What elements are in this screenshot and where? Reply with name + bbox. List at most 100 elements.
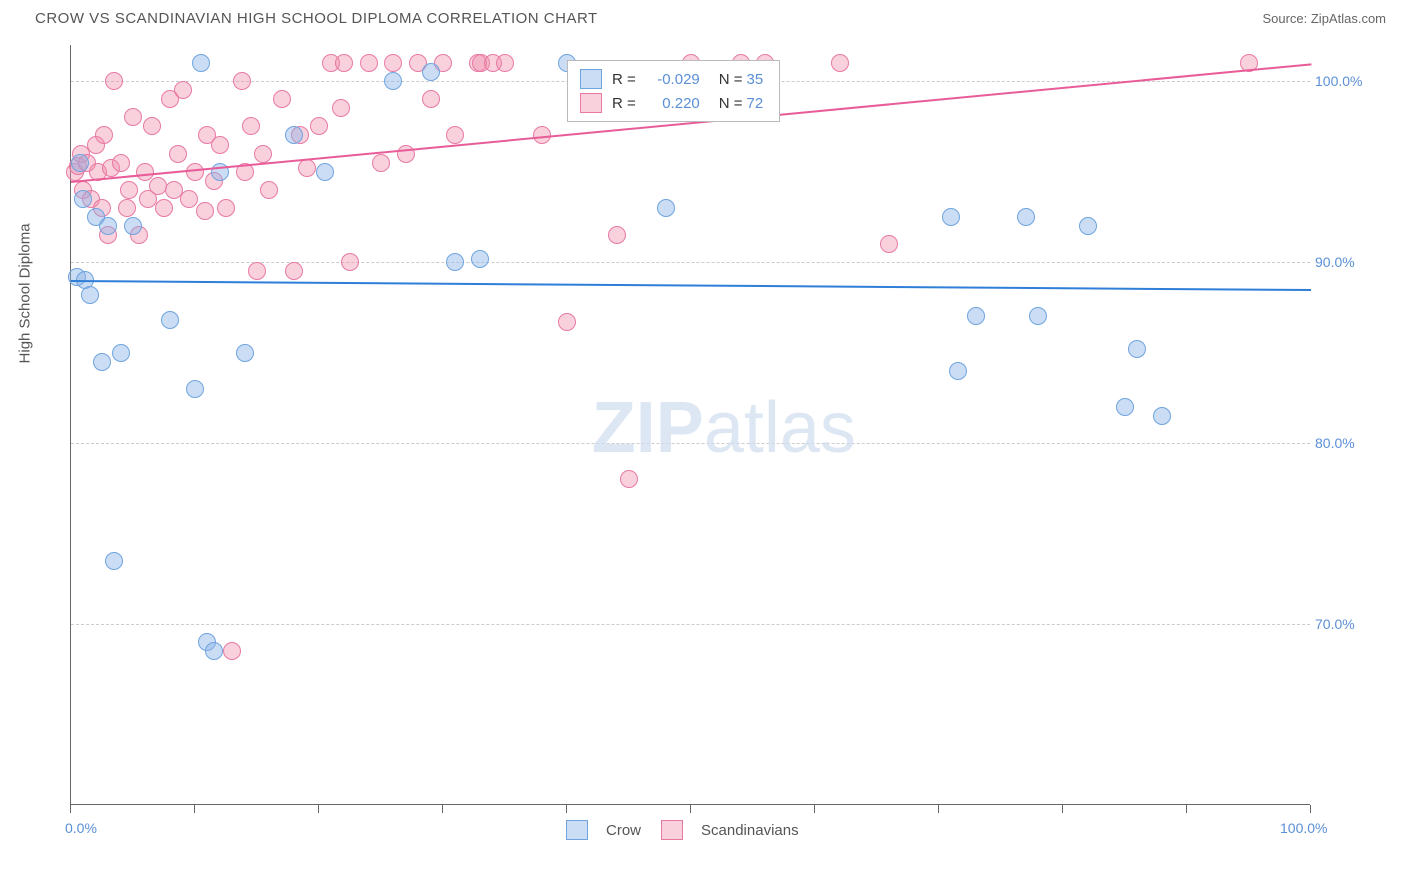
legend-r-value: -0.029 <box>640 71 700 88</box>
scatter-point <box>169 145 187 163</box>
xtick-mark <box>1062 805 1063 813</box>
trendline <box>71 280 1311 291</box>
scatter-point <box>384 72 402 90</box>
ytick-label: 80.0% <box>1315 435 1355 451</box>
scatter-point <box>180 190 198 208</box>
scatter-point <box>471 250 489 268</box>
legend-n-label: N = <box>719 95 743 112</box>
xtick-mark <box>1310 805 1311 813</box>
scatter-point <box>71 154 89 172</box>
scatter-point <box>1017 208 1035 226</box>
scatter-point <box>93 353 111 371</box>
legend-label: Crow <box>606 822 641 839</box>
scatter-point <box>118 199 136 217</box>
scatter-point <box>496 54 514 72</box>
scatter-point <box>248 262 266 280</box>
xtick-mark <box>1186 805 1187 813</box>
scatter-point <box>99 217 117 235</box>
scatter-point <box>112 154 130 172</box>
legend-r-label: R = <box>612 71 636 88</box>
series-legend: Crow Scandinavians <box>566 820 799 840</box>
legend-label: Scandinavians <box>701 822 799 839</box>
scatter-point <box>273 90 291 108</box>
scatter-point <box>192 54 210 72</box>
scatter-point <box>831 54 849 72</box>
xtick-mark <box>318 805 319 813</box>
legend-n-value: 72 <box>747 95 764 112</box>
scatter-point <box>285 262 303 280</box>
scatter-point <box>335 54 353 72</box>
scatter-point <box>74 190 92 208</box>
chart-container: High School Diploma ZIPatlasR =-0.029N =… <box>35 45 1385 835</box>
scatter-point <box>372 154 390 172</box>
scatter-point <box>949 362 967 380</box>
legend-n-value: 35 <box>747 71 764 88</box>
scatter-point <box>205 642 223 660</box>
watermark: ZIPatlas <box>592 387 856 469</box>
ytick-label: 100.0% <box>1315 73 1362 89</box>
scatter-point <box>360 54 378 72</box>
scatter-point <box>196 202 214 220</box>
xtick-mark <box>566 805 567 813</box>
scatter-point <box>186 380 204 398</box>
gridline-h <box>71 624 1310 625</box>
scatter-point <box>397 145 415 163</box>
ytick-label: 70.0% <box>1315 616 1355 632</box>
legend-swatch <box>580 93 602 113</box>
scatter-point <box>880 235 898 253</box>
scatter-point <box>1153 407 1171 425</box>
scatter-point <box>341 253 359 271</box>
xtick-mark <box>690 805 691 813</box>
scatter-point <box>155 199 173 217</box>
legend-item: Scandinavians <box>661 820 799 840</box>
xtick-mark <box>814 805 815 813</box>
xtick-mark <box>442 805 443 813</box>
scatter-point <box>161 311 179 329</box>
plot-area: ZIPatlasR =-0.029N =35R =0.220N =72 <box>70 45 1310 805</box>
scatter-point <box>233 72 251 90</box>
xtick-label: 100.0% <box>1280 820 1327 836</box>
scatter-point <box>1128 340 1146 358</box>
scatter-point <box>316 163 334 181</box>
scatter-point <box>558 313 576 331</box>
scatter-point <box>236 344 254 362</box>
scatter-point <box>1029 307 1047 325</box>
xtick-mark <box>938 805 939 813</box>
scatter-point <box>242 117 260 135</box>
scatter-point <box>105 72 123 90</box>
scatter-point <box>608 226 626 244</box>
legend-item: Crow <box>566 820 641 840</box>
scatter-point <box>1116 398 1134 416</box>
legend-r-value: 0.220 <box>640 95 700 112</box>
legend-r-label: R = <box>612 95 636 112</box>
stats-legend: R =-0.029N =35R =0.220N =72 <box>567 60 780 122</box>
scatter-point <box>174 81 192 99</box>
scatter-point <box>446 126 464 144</box>
scatter-point <box>105 552 123 570</box>
scatter-point <box>298 159 316 177</box>
xtick-label: 0.0% <box>65 820 97 836</box>
scatter-point <box>310 117 328 135</box>
scatter-point <box>149 177 167 195</box>
scatter-point <box>112 344 130 362</box>
scatter-point <box>422 90 440 108</box>
legend-row: R =-0.029N =35 <box>580 67 767 91</box>
scatter-point <box>95 126 113 144</box>
scatter-point <box>211 136 229 154</box>
scatter-point <box>422 63 440 81</box>
xtick-mark <box>194 805 195 813</box>
ytick-label: 90.0% <box>1315 254 1355 270</box>
scatter-point <box>81 286 99 304</box>
scatter-point <box>285 126 303 144</box>
scatter-point <box>124 217 142 235</box>
scatter-point <box>120 181 138 199</box>
legend-row: R =0.220 N =72 <box>580 91 767 115</box>
scatter-point <box>384 54 402 72</box>
legend-swatch <box>580 69 602 89</box>
source-label: Source: ZipAtlas.com <box>1262 11 1386 26</box>
scatter-point <box>260 181 278 199</box>
scatter-point <box>254 145 272 163</box>
gridline-h <box>71 443 1310 444</box>
scatter-point <box>124 108 142 126</box>
scatter-point <box>446 253 464 271</box>
